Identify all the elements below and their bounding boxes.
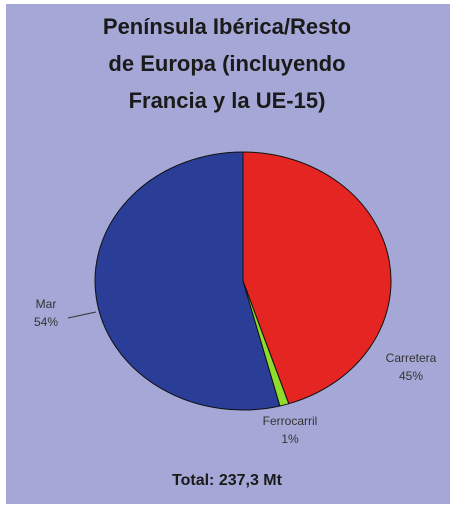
slice-pct-carretera: 45% bbox=[399, 369, 423, 383]
slice-pct-ferrocarril: 1% bbox=[281, 432, 299, 446]
chart-title: Península Ibérica/Resto de Europa (inclu… bbox=[0, 8, 454, 119]
leader-line-mar bbox=[67, 311, 97, 319]
chart-title-line-2: de Europa (incluyendo bbox=[108, 51, 346, 76]
slice-label-ferrocarril: Ferrocarril bbox=[263, 414, 318, 428]
pie-slice-mar bbox=[94, 151, 281, 411]
slice-pct-mar: 54% bbox=[34, 315, 58, 329]
chart-total: Total: 237,3 Mt bbox=[172, 472, 282, 489]
chart-title-line-3: Francia y la UE-15) bbox=[128, 88, 326, 113]
slice-label-carretera: Carretera bbox=[386, 351, 437, 365]
pie-slice-carretera bbox=[242, 151, 392, 405]
slice-label-mar: Mar bbox=[36, 297, 57, 311]
chart-title-line-1: Península Ibérica/Resto bbox=[102, 14, 352, 39]
